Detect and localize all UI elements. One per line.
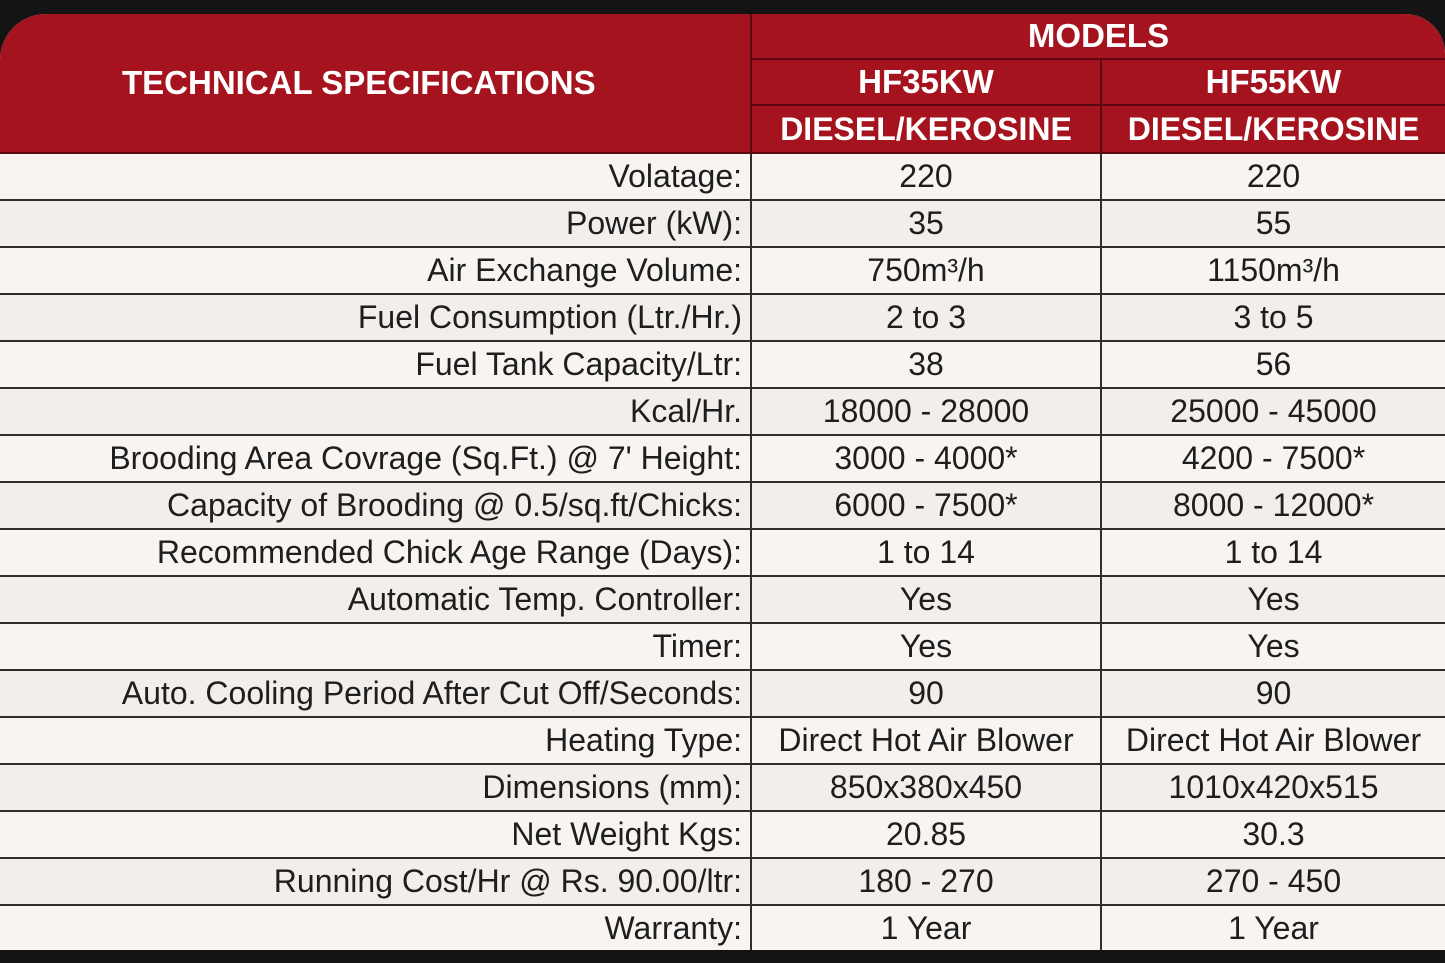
spec-label: Net Weight Kgs: [0, 810, 752, 859]
spec-label: Fuel Tank Capacity/Ltr: [0, 340, 752, 389]
table-row: Timer: Yes Yes [0, 622, 1445, 671]
spec-value-hf35kw: 1 to 14 [750, 528, 1102, 577]
spec-value-hf55kw: 1150m³/h [1099, 246, 1445, 295]
spec-value-hf55kw: 30.3 [1099, 810, 1445, 859]
table-row: Auto. Cooling Period After Cut Off/Secon… [0, 669, 1445, 718]
model-name-hf35kw: HF35KW [750, 58, 1102, 106]
spec-label: Brooding Area Covrage (Sq.Ft.) @ 7' Heig… [0, 434, 752, 483]
spec-value-hf35kw: 20.85 [750, 810, 1102, 859]
spec-value-hf35kw: Direct Hot Air Blower [750, 716, 1102, 765]
spec-value-hf35kw: 220 [750, 152, 1102, 201]
spec-rows: Volatage: 220 220 Power (kW): 35 55 Air Exchan… [0, 152, 1445, 950]
spec-value-hf35kw: 18000 - 28000 [750, 387, 1102, 436]
spec-value-hf35kw: 2 to 3 [750, 293, 1102, 342]
spec-value-hf35kw: Yes [750, 575, 1102, 624]
spec-value-hf35kw: 180 - 270 [750, 857, 1102, 906]
model-name-hf55kw: HF55KW [1099, 58, 1445, 106]
table-row: Capacity of Brooding @ 0.5/sq.ft/Chicks:… [0, 481, 1445, 530]
table-row: Warranty: 1 Year 1 Year [0, 904, 1445, 950]
spec-value-hf35kw: Yes [750, 622, 1102, 671]
spec-value-hf35kw: 90 [750, 669, 1102, 718]
spec-value-hf55kw: Yes [1099, 622, 1445, 671]
table-row: Running Cost/Hr @ Rs. 90.00/ltr: 180 - 27… [0, 857, 1445, 906]
spec-value-hf35kw: 850x380x450 [750, 763, 1102, 812]
spec-value-hf35kw: 3000 - 4000* [750, 434, 1102, 483]
spec-label: Timer: [0, 622, 752, 671]
models-heading: MODELS [749, 14, 1445, 60]
spec-label: Warranty: [0, 904, 752, 950]
spec-value-hf35kw: 1 Year [750, 904, 1102, 950]
spec-value-hf55kw: 1010x420x515 [1099, 763, 1445, 812]
spec-label: Heating Type: [0, 716, 752, 765]
spec-value-hf55kw: 220 [1099, 152, 1445, 201]
spec-value-hf55kw: 1 to 14 [1099, 528, 1445, 577]
spec-label: Kcal/Hr. [0, 387, 752, 436]
spec-sheet: TECHNICAL SPECIFICATIONS MODELS HF35KW H… [0, 14, 1445, 950]
table-row: Recommended Chick Age Range (Days): 1 to … [0, 528, 1445, 577]
spec-label: Recommended Chick Age Range (Days): [0, 528, 752, 577]
technical-specifications-table: TECHNICAL SPECIFICATIONS MODELS HF35KW H… [0, 14, 1445, 950]
table-row: Fuel Tank Capacity/Ltr: 38 56 [0, 340, 1445, 389]
table-row: Kcal/Hr. 18000 - 28000 25000 - 45000 [0, 387, 1445, 436]
table-row: Net Weight Kgs: 20.85 30.3 [0, 810, 1445, 859]
table-row: Automatic Temp. Controller: Yes Yes [0, 575, 1445, 624]
spec-label: Volatage: [0, 152, 752, 201]
table-row: Volatage: 220 220 [0, 152, 1445, 201]
spec-value-hf35kw: 750m³/h [750, 246, 1102, 295]
model-fuel-hf55kw: DIESEL/KEROSINE [1099, 104, 1445, 154]
table-row: Air Exchange Volume: 750m³/h 1150m³/h [0, 246, 1445, 295]
spec-value-hf55kw: 8000 - 12000* [1099, 481, 1445, 530]
spec-value-hf55kw: 55 [1099, 199, 1445, 248]
spec-value-hf55kw: 3 to 5 [1099, 293, 1445, 342]
spec-value-hf55kw: 25000 - 45000 [1099, 387, 1445, 436]
spec-label: Automatic Temp. Controller: [0, 575, 752, 624]
spec-value-hf55kw: 56 [1099, 340, 1445, 389]
spec-value-hf35kw: 6000 - 7500* [750, 481, 1102, 530]
spec-value-hf55kw: Yes [1099, 575, 1445, 624]
spec-label: Dimensions (mm): [0, 763, 752, 812]
spec-label: Auto. Cooling Period After Cut Off/Secon… [0, 669, 752, 718]
table-row: Power (kW): 35 55 [0, 199, 1445, 248]
spec-label: Fuel Consumption (Ltr./Hr.) [0, 293, 752, 342]
model-fuel-hf35kw: DIESEL/KEROSINE [750, 104, 1102, 154]
spec-value-hf35kw: 35 [750, 199, 1102, 248]
spec-label: Running Cost/Hr @ Rs. 90.00/ltr: [0, 857, 752, 906]
spec-value-hf55kw: 270 - 450 [1099, 857, 1445, 906]
table-title: TECHNICAL SPECIFICATIONS [0, 14, 752, 154]
spec-value-hf55kw: 90 [1099, 669, 1445, 718]
spec-label: Capacity of Brooding @ 0.5/sq.ft/Chicks: [0, 481, 752, 530]
table-row: Heating Type: Direct Hot Air Blower Direct… [0, 716, 1445, 765]
spec-value-hf55kw: Direct Hot Air Blower [1099, 716, 1445, 765]
table-row: Dimensions (mm): 850x380x450 1010x420x515 [0, 763, 1445, 812]
table-row: Brooding Area Covrage (Sq.Ft.) @ 7' Heig… [0, 434, 1445, 483]
spec-label: Air Exchange Volume: [0, 246, 752, 295]
spec-value-hf55kw: 1 Year [1099, 904, 1445, 950]
spec-value-hf55kw: 4200 - 7500* [1099, 434, 1445, 483]
spec-value-hf35kw: 38 [750, 340, 1102, 389]
spec-label: Power (kW): [0, 199, 752, 248]
